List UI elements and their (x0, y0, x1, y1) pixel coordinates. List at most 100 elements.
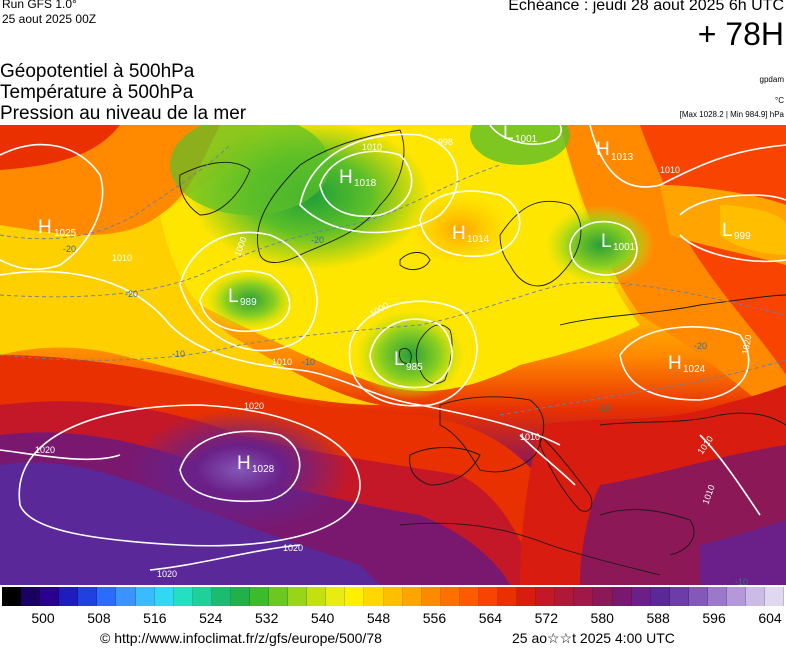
color-scale-tick: 500 (31, 610, 55, 626)
pressure-center-high: H 1028 (237, 453, 275, 475)
color-scale-swatch (555, 587, 575, 606)
svg-text:H: H (38, 217, 52, 238)
svg-text:1024: 1024 (683, 364, 706, 375)
color-scale-tick: 524 (199, 610, 223, 626)
isobars (0, 125, 786, 571)
pressure-center-low: L 999 (722, 220, 751, 242)
temp-label: -20 (694, 341, 707, 351)
svg-text:L: L (228, 286, 239, 307)
color-scale-swatch (288, 587, 308, 606)
color-scale-swatch (211, 587, 231, 606)
pressure-centers: H 1025 H 1018 L 1001 H 1013 H 1014 L 1001 L 999… (38, 125, 751, 475)
color-scale-swatch (459, 587, 479, 606)
svg-text:1013: 1013 (611, 152, 634, 163)
svg-text:1018: 1018 (354, 178, 377, 189)
pressure-center-low: L 989 (228, 286, 257, 308)
color-scale-swatch (78, 587, 98, 606)
isobar-label: 1020 (740, 334, 753, 355)
isobar-label: 1010 (660, 165, 680, 175)
temp-label: -20 (311, 235, 324, 245)
color-scale-swatch (364, 587, 384, 606)
color-scale-swatch (746, 587, 766, 606)
echeance-label: Echéance : jeudi 28 aout 2025 6h UTC (508, 0, 784, 14)
temp-label: -20 (125, 289, 138, 299)
svg-text:L: L (503, 125, 514, 144)
color-scale-swatch (345, 587, 365, 606)
isobar-label: 1020 (283, 543, 303, 553)
color-scale-tick: 596 (702, 610, 726, 626)
color-scale-swatch (40, 587, 60, 606)
lead-time: + 78H (697, 16, 784, 52)
color-scale-swatch (326, 587, 346, 606)
isobar-label: 1010 (362, 142, 382, 152)
color-scale-swatch (173, 587, 193, 606)
svg-text:H: H (237, 453, 251, 474)
color-scale-swatch (536, 587, 556, 606)
temp-label: -10 (302, 357, 315, 367)
color-scale-swatch (631, 587, 651, 606)
color-scale-swatch (574, 587, 594, 606)
svg-text:L: L (722, 220, 733, 241)
temp-label: -20 (63, 244, 76, 254)
svg-text:1001: 1001 (613, 242, 636, 253)
isobar-label: 1010 (112, 253, 132, 263)
color-scale-swatch (669, 587, 689, 606)
color-scale-swatch (726, 587, 747, 606)
unit-gpdam: gpdam (759, 75, 784, 84)
color-scale-swatch (421, 587, 441, 606)
pressure-center-high: H 1013 (596, 139, 634, 163)
svg-text:L: L (394, 349, 405, 370)
pressure-center-low: L 985 (394, 349, 423, 373)
color-scale-swatch (478, 587, 499, 606)
color-scale-swatch (59, 587, 79, 606)
svg-text:1028: 1028 (252, 464, 275, 475)
svg-text:985: 985 (406, 362, 423, 373)
color-scale-swatch (21, 587, 41, 606)
pressure-range: [Max 1028.2 | Min 984.9] hPa (679, 110, 784, 119)
pressure-center-low: L 1001 (503, 125, 538, 145)
isobar-label: 1020 (157, 569, 177, 579)
color-scale-swatch (135, 587, 155, 606)
color-scale-tick: 564 (478, 610, 503, 626)
color-scale-swatch (383, 587, 403, 606)
temp-label: -10 (172, 349, 185, 359)
title-line-1: Géopotentiel à 500hPa (0, 61, 195, 82)
generated-time: 25 ao☆☆t 2025 4:00 UTC (512, 630, 675, 646)
svg-text:H: H (339, 167, 353, 188)
pressure-center-low: L 1001 (601, 231, 636, 253)
color-scale-swatch (97, 587, 117, 606)
isobar-label: 1010 (272, 357, 292, 367)
svg-text:1014: 1014 (467, 234, 490, 245)
color-scale-tick: 516 (143, 610, 167, 626)
color-scale-swatch (440, 587, 460, 606)
color-scale-swatch (402, 587, 422, 606)
color-scale-ticks: 500 508 516 524 532 540 548 556 564 572 580 588 596 6… (0, 610, 786, 626)
color-scale-swatch (192, 587, 212, 606)
svg-text:1001: 1001 (515, 134, 538, 145)
pressure-center-high: H 1018 (339, 167, 377, 189)
color-scale-swatch (517, 587, 537, 606)
color-scale-bar (2, 587, 785, 606)
svg-text:H: H (668, 353, 682, 374)
svg-text:989: 989 (240, 297, 257, 308)
svg-text:999: 999 (734, 231, 751, 242)
temperature-labels: -20 -20 -10 -20 -10 -20 -10 -10 (63, 235, 748, 585)
color-scale-swatch (593, 587, 613, 606)
color-scale-swatch (307, 587, 327, 606)
color-scale-tick: 540 (310, 610, 335, 626)
color-scale-swatch (116, 587, 136, 606)
color-scale-swatch (2, 587, 22, 606)
unit-celsius: °C (775, 96, 784, 105)
color-scale-tick: 548 (366, 610, 391, 626)
color-scale-tick: 588 (646, 610, 670, 626)
temp-label: -10 (735, 577, 748, 585)
color-scale-tick: 508 (87, 610, 111, 626)
pressure-center-high: H 1014 (452, 223, 490, 245)
color-scale-tick: 580 (590, 610, 614, 626)
temp-label: -10 (598, 403, 611, 413)
color-scale-swatch (765, 587, 785, 606)
color-scale-swatch (612, 587, 632, 606)
coastlines (179, 129, 786, 576)
color-scale-swatch (269, 587, 289, 606)
color-scale-swatch (688, 587, 708, 606)
